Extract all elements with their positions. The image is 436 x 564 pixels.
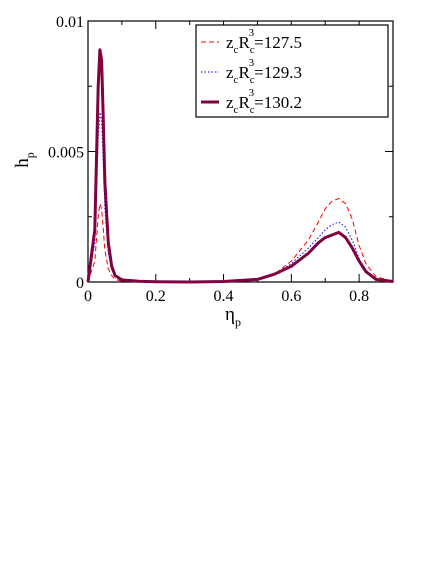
x-tick-label: 0.4 xyxy=(214,288,234,305)
x-tick-label: 0.6 xyxy=(281,288,301,305)
series-layer xyxy=(86,48,394,284)
legend-label-3: zcRc3=130.2 xyxy=(226,87,302,116)
legend-label-1: zcRc3=127.5 xyxy=(226,27,302,56)
y-tick-label: 0.005 xyxy=(48,145,84,162)
legend-box xyxy=(195,24,389,118)
x-tick-label: 0.8 xyxy=(349,288,369,305)
y-axis-label: hp xyxy=(12,152,37,168)
y-tick-label: 0 xyxy=(76,275,84,292)
series-line-2 xyxy=(87,111,394,283)
x-tick-label: 0 xyxy=(84,288,92,305)
x-tick-label: 0.2 xyxy=(146,288,166,305)
legend-label-2: zcRc3=129.3 xyxy=(226,57,302,86)
x-axis-label: ηp xyxy=(225,304,241,329)
series-line-3 xyxy=(86,48,394,284)
y-tick-label: 0.01 xyxy=(56,14,84,31)
